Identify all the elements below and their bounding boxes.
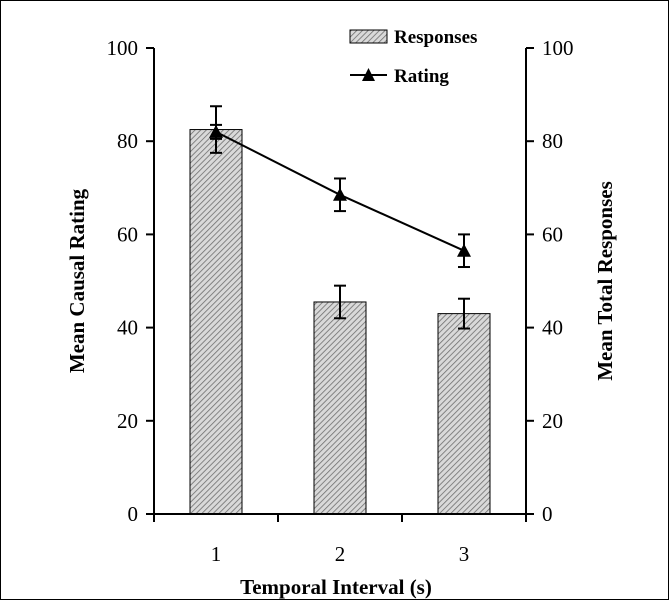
bar-error-3 <box>458 297 470 330</box>
left-y-tick-label-40: 40 <box>117 316 138 340</box>
legend-label-rating: Rating <box>394 66 449 87</box>
left-y-tick-label-20: 20 <box>117 409 138 433</box>
bar-responses-3 <box>437 313 491 515</box>
right-y-tick-label-40: 40 <box>542 316 563 340</box>
rating-point-1 <box>209 124 223 138</box>
x-axis-title: Temporal Interval (s) <box>240 575 432 599</box>
axes-ticks: 0 0 20 20 40 40 60 60 80 80 100 100 1 2 3 <box>107 36 574 566</box>
rating-point-2 <box>333 187 347 201</box>
rating-point-3 <box>457 243 471 257</box>
legend: Responses Rating <box>349 27 477 87</box>
right-y-tick-label-80: 80 <box>542 129 563 153</box>
legend-label-responses: Responses <box>394 27 477 48</box>
right-y-tick-label-0: 0 <box>542 502 553 526</box>
bar-responses-2 <box>313 301 367 515</box>
left-y-tick-label-80: 80 <box>117 129 138 153</box>
right-y-tick-label-100: 100 <box>542 36 574 60</box>
left-y-tick-label-60: 60 <box>117 222 138 246</box>
bar-error-2 <box>334 284 346 320</box>
rating-line-layer <box>209 123 471 269</box>
left-y-tick-label-0: 0 <box>128 502 139 526</box>
legend-swatch-responses <box>349 29 388 44</box>
left-y-tick-label-100: 100 <box>107 36 139 60</box>
x-tick-label-2: 2 <box>335 542 346 566</box>
right-y-tick-label-20: 20 <box>542 409 563 433</box>
right-y-tick-label-60: 60 <box>542 222 563 246</box>
x-tick-label-3: 3 <box>459 542 470 566</box>
legend-swatch-rating-marker <box>362 68 375 81</box>
bar-error-bars <box>210 105 470 330</box>
y-axis-left-title: Mean Causal Rating <box>65 188 89 373</box>
bar-responses-1 <box>189 129 243 515</box>
y-axis-right-title: Mean Total Responses <box>593 181 617 381</box>
x-tick-label-1: 1 <box>211 542 222 566</box>
